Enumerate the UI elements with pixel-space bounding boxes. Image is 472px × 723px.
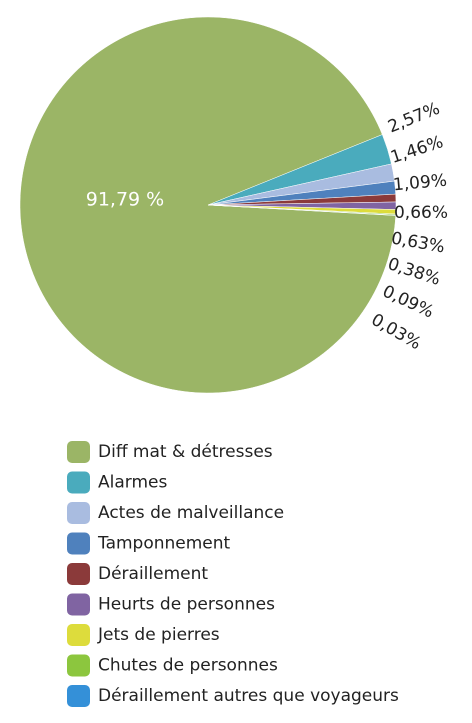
slice-label: 1,46% <box>388 132 446 168</box>
pie-slice <box>207 204 396 216</box>
slice-label: 1,09% <box>392 171 448 196</box>
legend-label: Chutes de personnes <box>98 656 278 676</box>
legend-label: Diff mat & détresses <box>98 442 273 462</box>
legend-swatch <box>67 471 90 494</box>
legend-label: Actes de malveillance <box>98 503 284 523</box>
legend-swatch <box>67 532 90 555</box>
slice-label: 2,57% <box>385 99 443 138</box>
legend-swatch <box>67 441 90 463</box>
legend-swatch <box>67 502 90 524</box>
legend-label: Déraillement <box>98 564 208 584</box>
legend-swatch <box>67 654 90 677</box>
legend-swatch <box>67 593 90 616</box>
legend-label: Déraillement autres que voyageurs <box>98 686 399 706</box>
slice-label: 0,66% <box>394 203 448 223</box>
legend-swatch <box>67 624 90 646</box>
legend-swatch <box>67 563 90 585</box>
slice-label: 91,79 % <box>86 189 165 211</box>
legend-label: Alarmes <box>98 473 167 493</box>
slice-label: 0,63% <box>390 228 447 257</box>
legend-swatch <box>67 685 90 707</box>
legend-label: Jets de pierres <box>97 625 220 645</box>
legend-label: Heurts de personnes <box>98 595 275 615</box>
pie-slice <box>19 16 396 394</box>
legend-label: Tamponnement <box>97 534 231 554</box>
